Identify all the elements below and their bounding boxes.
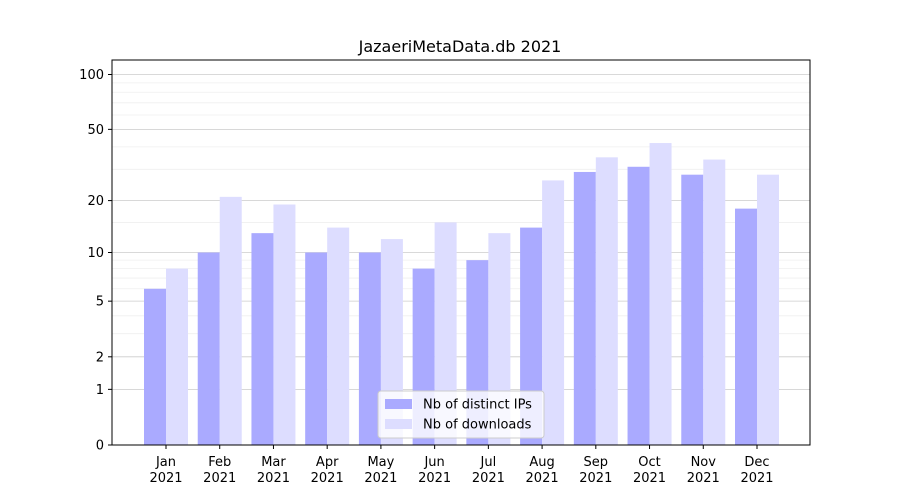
bar [434,222,457,445]
bar [251,233,274,445]
bar [219,196,242,445]
chart-title: JazaeriMetaData.db 2021 [358,37,562,56]
legend-swatch [385,419,412,429]
x-tick-label: Sep 2021 [579,455,612,486]
bar [305,252,328,445]
x-tick-label: Aug 2021 [526,455,559,486]
bar [542,180,565,446]
bar [273,204,296,445]
bar [358,252,381,445]
y-tick-label: 5 [96,295,104,310]
bar [144,288,166,445]
x-tick-label: Mar 2021 [257,455,290,486]
x-tick-label: Oct 2021 [633,455,666,486]
legend: Nb of distinct IPs Nb of downloads [377,390,545,439]
x-tick-label: May 2021 [364,455,397,486]
x-tick-label: Jan 2021 [149,455,182,486]
y-tick-label: 50 [87,123,104,138]
y-tick-label: 20 [87,194,104,209]
x-tick-label: Nov 2021 [687,455,720,486]
bar [681,174,704,446]
x-tick-label: Jun 2021 [418,455,451,486]
bar [197,252,220,445]
x-tick-label: Feb 2021 [203,455,236,486]
bar [166,268,188,445]
legend-label: Nb of distinct IPs [423,398,532,413]
y-tick-label: 10 [87,246,104,261]
legend-label: Nb of downloads [423,418,532,433]
x-tick-label: Jul 2021 [472,455,505,486]
bars [144,143,779,446]
legend-box [377,390,545,439]
y-tick-label: 0 [96,439,104,454]
bar [573,171,596,445]
bar [627,166,650,446]
legend-swatch [385,399,412,409]
bar [595,157,618,445]
bar [327,227,350,445]
y-tick-label: 1 [96,383,104,398]
bar [703,159,726,445]
y-tick-label: 2 [96,350,104,365]
x-tick-label: Apr 2021 [311,455,344,486]
bar [649,143,672,446]
y-tick-label: 100 [79,68,104,83]
bar [735,208,757,445]
x-tick-label: Dec 2021 [740,455,773,486]
axes: 0 1 2 5 10 20 50 100 Jan 2021 Feb 2021 Mar 2021 Apr 202… [79,59,811,486]
bar [757,174,779,446]
